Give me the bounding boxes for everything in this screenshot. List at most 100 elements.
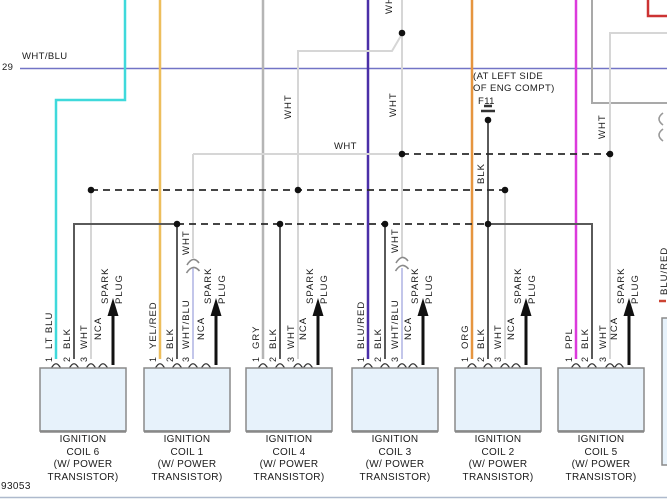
coil6-title-line1: IGNITION (59, 434, 107, 445)
sheet-number: 93053 (1, 481, 31, 492)
coil1-pin3-number: 3 (181, 355, 191, 362)
coil3-title: IGNITION COIL 3 (W/ POWER TRANSISTOR) (342, 434, 448, 484)
coil4-pin2-number: 2 (268, 355, 278, 362)
coil5-title-line1: IGNITION (577, 434, 625, 445)
coil3-title-line2: COIL 3 (378, 446, 412, 458)
coil6-ltblu-wire (54, 0, 127, 359)
coil4-pin1-wire-label: GRY (251, 325, 262, 349)
coil5-pin3-number: 3 (598, 355, 608, 362)
coil3-pin3-wire-label: WHT/BLU (390, 299, 401, 349)
coil2-title-line3: (W/ POWER (468, 459, 528, 470)
coil2-title-line1: IGNITION (474, 434, 522, 445)
coil1-conn-upper-label: WHT (181, 230, 192, 255)
edge-partial-wire-label: BLU/RED (659, 246, 667, 295)
top-cut-wht-label: WHT (384, 0, 395, 14)
coil-boxes (39, 367, 645, 432)
coil6-pin1-wire-label: LT BLU (44, 311, 55, 349)
ground-blk-label: BLK (476, 163, 487, 184)
coil6-blk-wire (73, 223, 177, 359)
partial-box-right (661, 317, 667, 466)
ground-note-line2: OF ENG COMPT) (473, 83, 555, 94)
coil5-pin2-number: 2 (580, 355, 590, 362)
coil5-pin1-wire-label: PPL (564, 328, 575, 349)
coil6-title-line4: TRANSISTOR) (47, 471, 119, 483)
coil6-title-line3: (W/ POWER (53, 459, 113, 470)
coil6-pin2-number: 2 (62, 355, 72, 362)
ground-note-line1: (AT LEFT SIDE (473, 71, 544, 82)
coil1-box (143, 367, 231, 432)
coil4-spark-label: SPARK (305, 267, 316, 304)
coil1-title-line4: TRANSISTOR) (151, 471, 223, 483)
coil2-pin1-number: 1 (460, 355, 470, 362)
coil3-pin2-wire-label: BLK (373, 328, 384, 349)
coil2-box (454, 367, 542, 432)
coil2-spark-label: SPARK (513, 267, 524, 304)
coil3-box (351, 367, 439, 432)
coil4-nca-label: NCA (298, 316, 309, 340)
coil4-box (245, 367, 333, 432)
coil6-box (39, 367, 127, 432)
coil5-plug-label: PLUG (630, 274, 641, 304)
coil4-branch-wht-label: WHT (283, 94, 294, 119)
coil2-pin3-wire-label: WHT (493, 324, 504, 349)
ground-symbol (481, 104, 495, 113)
coil2-nca-label: NCA (506, 316, 517, 340)
coil2-pin2-number: 2 (476, 355, 486, 362)
coil5-feed-wht-label: WHT (597, 114, 608, 139)
coil1-pin3-wire-label: WHT/BLU (181, 299, 192, 349)
coil5-nca-label: NCA (609, 316, 620, 340)
coil3-pin1-wire-label: BLU/RED (356, 300, 367, 349)
coil3-feed-wht-label: WHT (388, 92, 399, 117)
coil3-pin3-number: 3 (390, 355, 400, 362)
inline-connector-icon (185, 256, 410, 274)
coil2-pin1-wire-label: ORG (460, 324, 471, 349)
coil5-pin2-wire-label: BLK (580, 328, 591, 349)
pin-arcs (50, 363, 625, 370)
coil5-title-line4: TRANSISTOR) (565, 471, 637, 483)
coil5-spark-label: SPARK (616, 267, 627, 304)
coil3-title-line1: IGNITION (371, 434, 419, 445)
coil6-nca-label: NCA (93, 316, 104, 340)
coil4-title: IGNITION COIL 4 (W/ POWER TRANSISTOR) (236, 434, 342, 484)
coil3-pin1-number: 1 (356, 355, 366, 362)
coil1-spark-label: SPARK (203, 267, 214, 304)
coil1-pin2-number: 2 (165, 355, 175, 362)
coil1-nca-label: NCA (196, 316, 207, 340)
coil5-blk-wire (488, 223, 593, 359)
coil5-pin3-wire-label: WHT (598, 324, 609, 349)
coil4-title-line1: IGNITION (265, 434, 313, 445)
coil1-pin2-wire-label: BLK (165, 328, 176, 349)
coil4-pin3-wire-label: WHT (286, 324, 297, 349)
coil6-title: IGNITION COIL 6 (W/ POWER TRANSISTOR) (30, 434, 136, 484)
coil4-title-line4: TRANSISTOR) (253, 471, 325, 483)
coil4-pin2-wire-label: BLK (268, 328, 279, 349)
junction-dots (87, 29, 614, 228)
red-box-corner (646, 0, 667, 18)
ground-id-label: F11 (478, 96, 495, 107)
coil2-title-line4: TRANSISTOR) (462, 471, 534, 483)
coil1-title: IGNITION COIL 1 (W/ POWER TRANSISTOR) (134, 434, 240, 484)
coil3-title-line4: TRANSISTOR) (359, 471, 431, 483)
coil1-plug-label: PLUG (217, 274, 228, 304)
coil5-title-line3: (W/ POWER (571, 459, 631, 470)
coil3-conn-upper-label: WHT (390, 228, 401, 253)
edge-connector-icon (658, 112, 664, 142)
coil3-pin2-number: 2 (373, 355, 383, 362)
coil1-pin1-wire-label: YEL/RED (148, 301, 159, 349)
coil5-title-line2: COIL 5 (584, 446, 618, 458)
coil4-title-line2: COIL 4 (272, 446, 306, 458)
coil2-title-line2: COIL 2 (481, 446, 515, 458)
circuit-row-number: 29 (2, 62, 14, 73)
coil2-plug-label: PLUG (527, 274, 538, 304)
coil6-pin2-wire-label: BLK (62, 328, 73, 349)
coil2-title: IGNITION COIL 2 (W/ POWER TRANSISTOR) (445, 434, 551, 484)
coil1-title-line3: (W/ POWER (157, 459, 217, 470)
coil6-pin3-wire-label: WHT (79, 324, 90, 349)
coil3-title-line3: (W/ POWER (365, 459, 425, 470)
coil3-spark-label: SPARK (410, 267, 421, 304)
coil4-wht-branch-wire (297, 33, 403, 359)
coil2-pin3-number: 3 (493, 355, 503, 362)
coil5-pin1-number: 1 (564, 355, 574, 362)
coil4-plug-label: PLUG (319, 274, 330, 304)
